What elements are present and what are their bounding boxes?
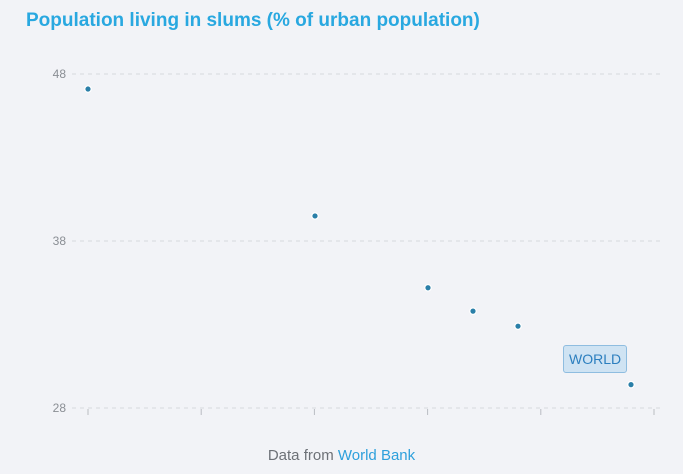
world-label[interactable]: WORLD	[563, 344, 628, 373]
source-prefix: Data from	[267, 447, 334, 464]
x-axis	[87, 409, 655, 415]
data-source: Data from World Bank	[0, 447, 683, 464]
data-points	[84, 85, 635, 389]
data-point[interactable]	[627, 380, 635, 389]
data-point[interactable]	[84, 85, 92, 93]
y-axis: 48 38 28	[53, 67, 67, 415]
source-link[interactable]: World Bank	[337, 447, 416, 464]
chart-title: Population living in slums (% of urban p…	[26, 10, 480, 31]
data-point[interactable]	[424, 283, 432, 292]
y-tick-label: 28	[53, 401, 67, 415]
y-tick-label: 38	[53, 234, 67, 248]
grid-layer	[72, 73, 662, 409]
data-point[interactable]	[514, 322, 522, 330]
data-point[interactable]	[311, 212, 319, 220]
data-point[interactable]	[469, 307, 477, 315]
y-tick-label: 48	[53, 67, 67, 81]
